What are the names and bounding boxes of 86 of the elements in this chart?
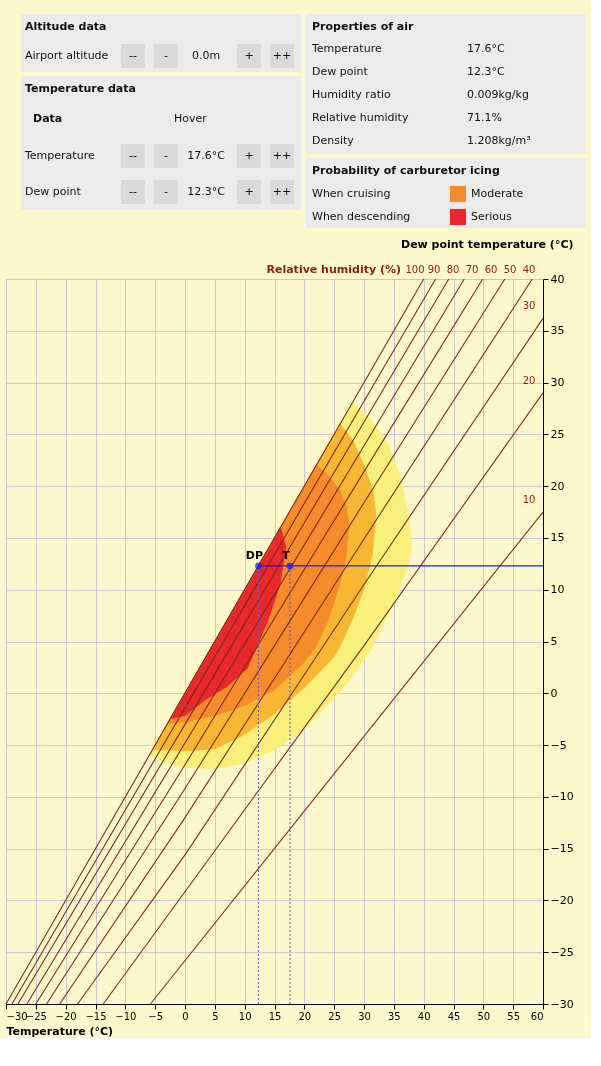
x-tick-label: 0 <box>182 1010 189 1022</box>
y-tick-label: 0 <box>550 686 558 700</box>
x-tick-label: −15 <box>85 1010 107 1022</box>
text: Density <box>312 134 355 147</box>
legend-label: Serious <box>471 210 513 223</box>
x-tick-label: 40 <box>417 1010 431 1022</box>
series-label: 80 <box>446 264 460 275</box>
text: Dew point <box>25 185 82 198</box>
x-tick-label: −20 <box>55 1010 77 1022</box>
series-label: 60 <box>484 264 498 275</box>
series-label: 20 <box>522 374 536 386</box>
y-tick-label: 40 <box>550 272 565 286</box>
text: ++ <box>272 49 292 62</box>
y-tick-label: −30 <box>550 997 574 1011</box>
series-label: 30 <box>522 300 536 312</box>
y-tick-label: 10 <box>550 583 565 597</box>
series-label: 10 <box>522 494 536 506</box>
legend-title: Relative humidity (%) <box>266 263 401 276</box>
text: Humidity ratio <box>312 88 391 101</box>
text: Temperature <box>311 42 382 55</box>
x-tick-label: 15 <box>268 1010 282 1022</box>
series-label: 40 <box>522 264 536 275</box>
x-tick-label: −30 <box>6 1010 28 1022</box>
y-tick-label: −20 <box>550 893 574 907</box>
y-tick-label: 30 <box>550 376 565 390</box>
series-label: 90 <box>427 264 441 275</box>
text: - <box>164 185 169 198</box>
y-tick-label: 20 <box>550 479 565 493</box>
y-tick-label: 35 <box>550 324 565 338</box>
text: Dew point <box>312 65 369 78</box>
text: Temperature data <box>25 82 136 95</box>
x-tick-label: 20 <box>298 1010 312 1022</box>
x-tick-label: 55 <box>507 1010 521 1022</box>
text: + <box>244 149 254 162</box>
text: Airport altitude <box>25 49 109 62</box>
text: -- <box>129 185 137 198</box>
y-tick-label: −5 <box>550 738 567 752</box>
text: 0.009kg/kg <box>467 88 529 101</box>
series-label: 70 <box>465 264 479 275</box>
text: Properties of air <box>312 20 415 33</box>
annotation: T <box>282 548 291 562</box>
x-tick-label: 50 <box>477 1010 491 1022</box>
y-tick-label: 5 <box>550 635 558 648</box>
text: ++ <box>272 149 292 162</box>
text: 12.3°C <box>467 65 505 78</box>
y-tick-label: 15 <box>550 531 565 545</box>
legend-label: Moderate <box>471 187 524 200</box>
y-tick-label: −10 <box>550 790 574 804</box>
text: Relative humidity <box>312 111 409 124</box>
y-tick-label: −15 <box>550 842 574 856</box>
text: -- <box>129 49 137 62</box>
y-tick-label: −25 <box>550 945 574 959</box>
text: When cruising <box>312 187 391 200</box>
x-tick-label: −10 <box>115 1010 137 1022</box>
x-tick-label: 35 <box>387 1010 401 1022</box>
series-label: 50 <box>503 264 517 275</box>
annotation: DP <box>245 548 263 562</box>
text: Altitude data <box>25 20 107 33</box>
x-tick-label: 30 <box>358 1010 371 1022</box>
text: Data <box>33 112 63 125</box>
text: 0.0m <box>191 49 221 62</box>
y-axis-title: Dew point temperature (°C) <box>401 237 574 251</box>
text: + <box>244 185 254 198</box>
text: Temperature <box>24 149 95 162</box>
text: 71.1% <box>467 111 502 124</box>
text: 17.6°C <box>467 42 505 55</box>
text: + <box>244 49 254 62</box>
text: - <box>164 49 169 62</box>
x-tick-label: 60 <box>530 1010 544 1022</box>
text: When descending <box>312 210 411 223</box>
text: - <box>164 149 169 162</box>
x-tick-label: 5 <box>212 1010 219 1022</box>
x-tick-label: −5 <box>148 1010 164 1022</box>
text: Probability of carburetor icing <box>312 164 500 177</box>
series-label: 100 <box>405 264 425 275</box>
x-tick-label: 45 <box>447 1010 461 1022</box>
y-tick-label: 25 <box>550 427 565 441</box>
text: 1.208kg/m³ <box>467 134 531 147</box>
text: 17.6°C <box>187 149 226 162</box>
x-tick-label: 25 <box>328 1010 342 1022</box>
text: ++ <box>272 185 292 198</box>
x-axis-title: Temperature (°C) <box>6 1024 114 1038</box>
text: -- <box>129 149 137 162</box>
text: 12.3°C <box>187 185 226 198</box>
text: Hover <box>174 112 208 125</box>
x-tick-label: 10 <box>238 1010 252 1022</box>
